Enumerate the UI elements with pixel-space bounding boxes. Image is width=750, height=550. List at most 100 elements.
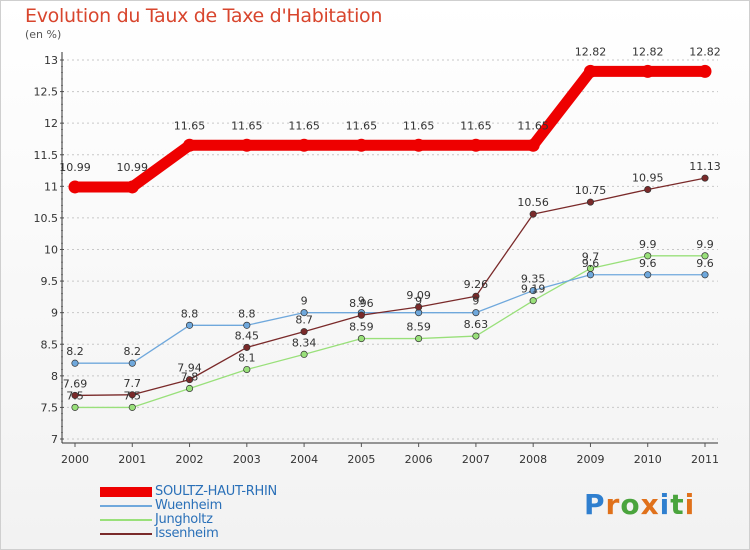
data-point [472,292,480,300]
data-label: 9.6 [639,257,657,270]
data-label: 12.82 [575,45,607,58]
data-label: 11.65 [231,119,263,132]
legend-label: SOULTZ-HAUT-RHIN [155,484,277,499]
x-tick-label: 2001 [118,453,146,466]
y-tick-label: 13 [44,54,58,67]
series-line-soultz-haut-rhin [69,65,711,193]
data-point [240,138,254,152]
data-point [357,311,365,319]
chart-title: Evolution du Taux de Taxe d'Habitation [25,5,383,27]
data-label: 9.35 [521,273,546,286]
data-label: 10.99 [117,161,149,174]
y-tick-label: 10.5 [34,212,59,225]
chart-subtitle: (en %) [25,28,62,41]
data-point [243,321,251,329]
data-label: 9.7 [582,250,600,263]
data-point [300,309,308,317]
logo-letter: r [605,488,621,521]
data-point [185,384,194,393]
data-label: 12.82 [632,45,664,58]
data-label: 7.8 [181,370,199,383]
data-label: 9.6 [696,257,714,270]
logo-letter: i [684,488,696,521]
data-point [300,328,308,336]
data-point [185,321,194,329]
data-point [701,174,709,182]
y-tick-label: 8 [51,370,58,383]
data-label: 11.13 [689,160,721,173]
data-label: 9.19 [521,283,546,296]
data-label: 7.5 [124,389,142,402]
y-tick-label: 9.5 [41,275,59,288]
data-label: 9.9 [696,238,714,251]
y-tick-label: 7 [51,433,58,446]
data-label: 8.34 [292,336,317,349]
data-point [412,138,426,152]
data-label: 9 [301,295,308,308]
data-point [586,271,595,279]
data-point [641,64,655,78]
data-label: 11.65 [517,119,549,132]
data-point [354,138,368,152]
data-point [128,403,136,411]
data-point [526,138,540,152]
data-point [698,64,712,78]
data-point [300,350,308,358]
data-point [472,309,480,317]
data-label: 9 [472,295,479,308]
data-point [183,138,197,152]
data-label: 11.65 [403,119,435,132]
data-point [644,271,652,279]
legend-label: Jungholtz [155,512,213,527]
data-label: 10.75 [575,184,607,197]
data-point [415,335,423,343]
y-tick-label: 8.5 [41,338,59,351]
data-point [415,303,423,311]
legend-label: Issenheim [155,526,219,541]
legend-swatch [100,519,152,521]
proxiti-logo: Proxiti [584,488,695,521]
series-line-wuenheim [74,274,706,364]
data-point [472,332,480,340]
data-label: 11.65 [174,119,206,132]
data-label: 9.26 [464,278,489,291]
data-point [297,138,311,152]
y-tick-label: 7.5 [41,401,59,414]
data-label: 8.96 [349,297,374,310]
data-point [583,64,597,78]
data-point [469,138,483,152]
logo-letter: i [659,488,671,521]
data-label: 8.63 [464,318,489,331]
data-label: 8.2 [66,345,84,358]
data-label: 12.82 [689,45,721,58]
series-line-issenheim [74,177,706,397]
data-label: 11.65 [288,119,320,132]
x-tick-label: 2003 [233,453,261,466]
series-line-jungholtz [74,255,706,409]
data-label: 8.1 [238,352,256,365]
legend-swatch [100,487,152,497]
data-point [357,335,365,343]
data-point [529,297,537,305]
x-tick-label: 2000 [61,453,89,466]
x-tick-label: 2011 [691,453,719,466]
data-label: 8.8 [238,307,256,320]
data-label: 8.45 [235,329,260,342]
data-label: 9.9 [639,238,657,251]
data-label: 9.6 [582,257,600,270]
data-point [71,391,79,399]
data-label: 9.09 [406,289,431,302]
data-point [68,180,82,194]
data-label: 8.8 [181,307,199,320]
x-tick-label: 2004 [290,453,318,466]
logo-letter: P [584,488,606,521]
legend-swatch [100,533,152,535]
data-label: 7.94 [177,362,202,375]
data-label: 8.59 [406,321,431,334]
y-tick-label: 12.5 [34,86,59,99]
data-label: 7.5 [66,389,84,402]
data-label: 8.59 [349,321,374,334]
x-tick-label: 2007 [462,453,490,466]
data-label: 9 [358,295,365,308]
